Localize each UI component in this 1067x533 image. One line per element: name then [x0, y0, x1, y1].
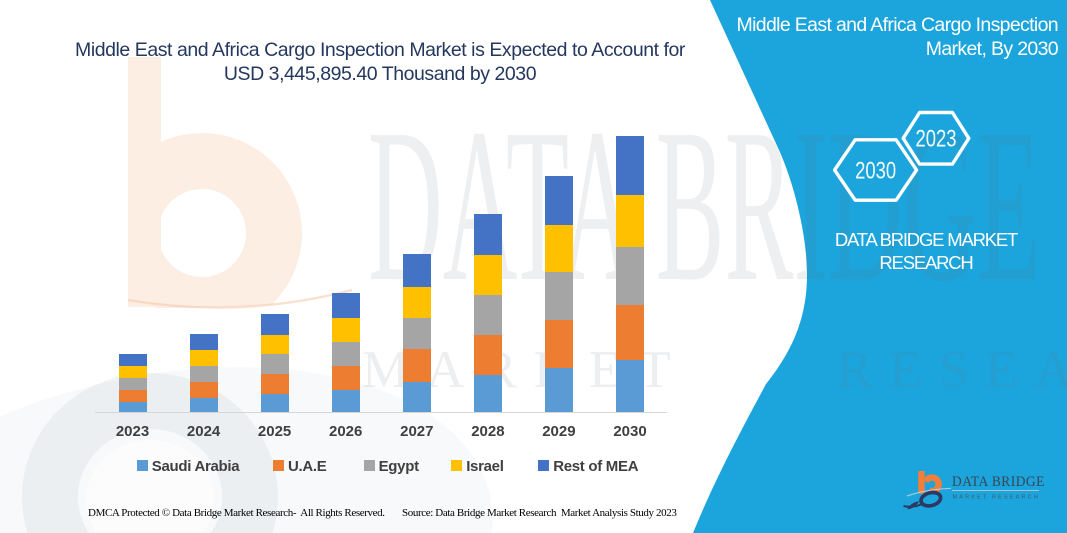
svg-text:MARKET RESEARCH: MARKET RESEARCH [953, 495, 1040, 501]
svg-text:2030: 2030 [855, 158, 896, 185]
svg-text:DATA BRIDGE: DATA BRIDGE [952, 475, 1045, 491]
svg-text:2023: 2023 [916, 126, 957, 153]
